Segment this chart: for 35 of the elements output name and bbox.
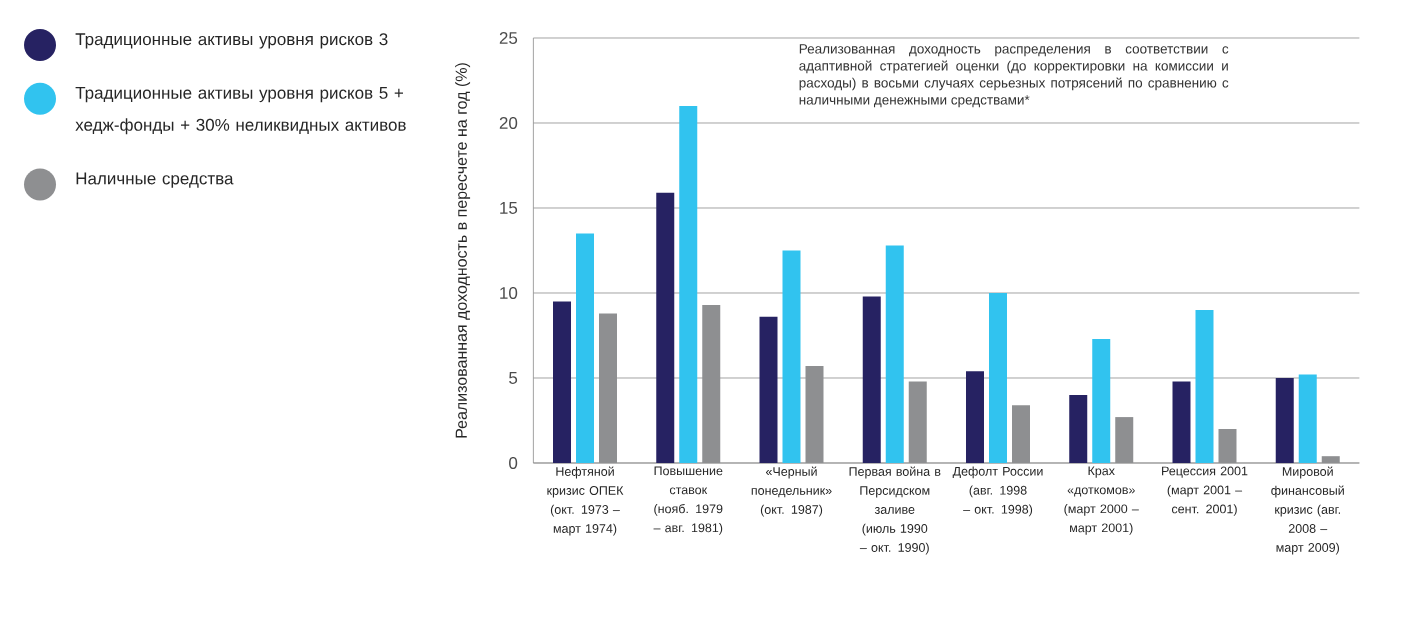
x-tick-label: Дефолт России (авг. 1998 – окт. 1998) <box>952 466 1043 517</box>
y-tick-label: 20 <box>499 116 518 130</box>
bar <box>576 233 595 463</box>
bar <box>1195 309 1214 463</box>
bar <box>862 296 881 463</box>
y-tick-label: 0 <box>509 456 518 470</box>
bar <box>1298 374 1317 463</box>
bar <box>885 245 904 463</box>
x-tick-label: Рецессия 2001 (март 2001 – сент. 2001) <box>1162 466 1248 516</box>
bar <box>966 371 984 463</box>
bar <box>1172 381 1191 463</box>
y-tick-label: 5 <box>509 372 518 384</box>
bar <box>1092 338 1111 463</box>
bar <box>553 301 572 463</box>
x-tick-label: Крах «доткомов» (март 2000 – март 2001) <box>1064 466 1139 535</box>
x-tick-label: «Черный понедельник» (окт. 1987) <box>751 466 832 517</box>
legend-label: Наличные средства <box>76 172 234 188</box>
bar <box>1069 394 1088 463</box>
x-tick-label: Нефтяной кризис ОПЕК (окт. 1973 – март 1974) <box>547 466 624 536</box>
bar <box>782 250 801 463</box>
y-tick-label: 10 <box>500 286 518 300</box>
bar <box>656 192 675 463</box>
bar <box>1275 377 1294 463</box>
legend-label: Традиционные активы уровня рисков 5 + хедж-фонды + 30% неликвидных активов <box>75 86 406 135</box>
bar <box>679 105 698 463</box>
bar <box>759 316 778 463</box>
x-tick-label: Повышение ставок (нояб. 1979 – авг. 1981) <box>653 466 723 535</box>
y-tick-label: 25 <box>499 31 518 45</box>
annotation: Реализованная доходность распределения в соответствии с адаптивной стратегией оценки (до корректировки на комиссии и расходы) в восьми случаях серьезных потрясений по сравнению с наличными денежными средствами* <box>799 44 1229 108</box>
x-tick-label: Мировой финансовый кризис (авг. 2008 – март 2009) <box>1271 466 1344 555</box>
bar <box>989 292 1007 463</box>
y-tick-label: 15 <box>500 202 518 214</box>
legend-label: Традиционные активы уровня рисков 3 <box>75 33 388 49</box>
x-tick-label: Первая война в Персидском заливе (июль 1990 – окт. 1990) <box>849 466 941 555</box>
y-axis-title: Реализованная доходность в пересчете на год (%) <box>455 63 471 438</box>
